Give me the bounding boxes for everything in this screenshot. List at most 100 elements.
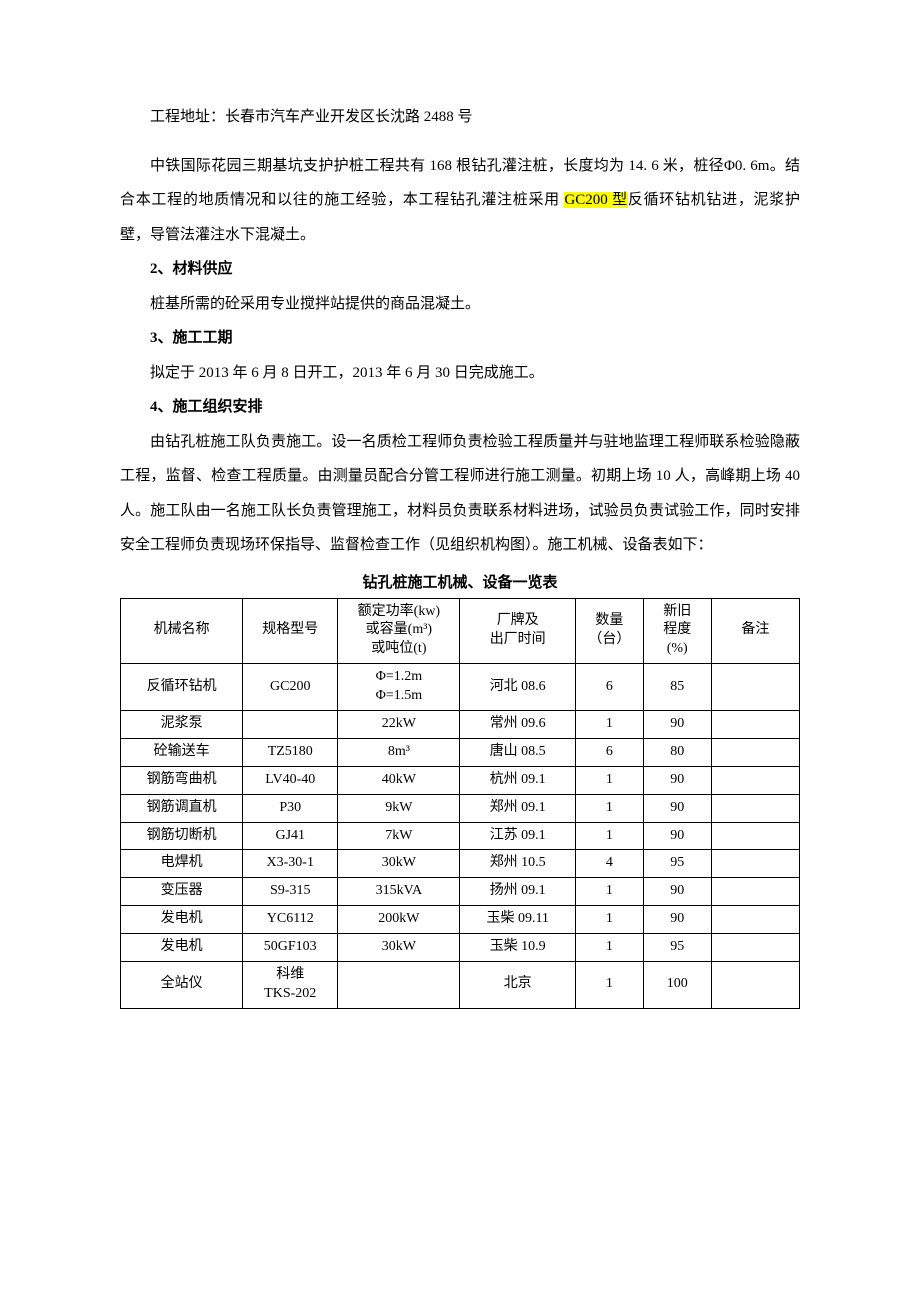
table-cell: GJ41 <box>243 822 338 850</box>
table-row: 泥浆泵 22kW常州 09.6190 <box>121 710 800 738</box>
spacer <box>120 135 800 149</box>
table-row: 发电机50GF10330kW玉柴 10.9195 <box>121 934 800 962</box>
th-name: 机械名称 <box>121 598 243 664</box>
table-cell: 江苏 09.1 <box>460 822 575 850</box>
th-power: 额定功率(kw)或容量(m³)或吨位(t) <box>338 598 460 664</box>
section-3-body: 拟定于 2013 年 6 月 8 日开工，2013 年 6 月 30 日完成施工… <box>120 356 800 391</box>
table-cell: 90 <box>643 906 711 934</box>
table-cell <box>711 906 799 934</box>
table-cell <box>711 822 799 850</box>
table-cell: 北京 <box>460 961 575 1008</box>
table-cell: 95 <box>643 934 711 962</box>
table-cell: 200kW <box>338 906 460 934</box>
table-cell: 95 <box>643 850 711 878</box>
table-cell: 河北 08.6 <box>460 664 575 711</box>
table-cell: 杭州 09.1 <box>460 766 575 794</box>
intro-highlight: GC200 型 <box>564 192 628 208</box>
table-cell: 90 <box>643 822 711 850</box>
table-cell: 钢筋切断机 <box>121 822 243 850</box>
section-3-heading: 3、施工工期 <box>120 321 800 356</box>
table-cell: 50GF103 <box>243 934 338 962</box>
table-cell: 9kW <box>338 794 460 822</box>
table-cell: LV40-40 <box>243 766 338 794</box>
table-cell <box>338 961 460 1008</box>
th-qty: 数量（台） <box>575 598 643 664</box>
table-cell: 80 <box>643 738 711 766</box>
table-cell: 变压器 <box>121 878 243 906</box>
table-cell <box>711 934 799 962</box>
table-cell: 90 <box>643 710 711 738</box>
table-cell: 40kW <box>338 766 460 794</box>
table-cell: 郑州 10.5 <box>460 850 575 878</box>
table-cell: TZ5180 <box>243 738 338 766</box>
table-cell: 唐山 08.5 <box>460 738 575 766</box>
table-cell: 22kW <box>338 710 460 738</box>
table-cell <box>711 794 799 822</box>
table-cell: 发电机 <box>121 906 243 934</box>
table-cell: 1 <box>575 878 643 906</box>
table-cell <box>711 878 799 906</box>
table-row: 变压器S9-315315kVA扬州 09.1190 <box>121 878 800 906</box>
table-row: 钢筋切断机GJ417kW江苏 09.1190 <box>121 822 800 850</box>
table-cell <box>711 766 799 794</box>
table-cell: 全站仪 <box>121 961 243 1008</box>
address-line: 工程地址：长春市汽车产业开发区长沈路 2488 号 <box>120 100 800 135</box>
table-cell: 反循环钻机 <box>121 664 243 711</box>
table-cell: 泥浆泵 <box>121 710 243 738</box>
table-cell: 6 <box>575 738 643 766</box>
table-cell: GC200 <box>243 664 338 711</box>
th-cond: 新旧程度(%) <box>643 598 711 664</box>
table-body: 反循环钻机GC200Φ=1.2mΦ=1.5m河北 08.6685泥浆泵22kW常… <box>121 664 800 1009</box>
table-cell: 扬州 09.1 <box>460 878 575 906</box>
table-cell <box>243 710 338 738</box>
table-cell: 8m³ <box>338 738 460 766</box>
table-cell: 钢筋弯曲机 <box>121 766 243 794</box>
table-cell: X3-30-1 <box>243 850 338 878</box>
table-cell: 电焊机 <box>121 850 243 878</box>
table-cell: Φ=1.2mΦ=1.5m <box>338 664 460 711</box>
section-2-heading: 2、材料供应 <box>120 252 800 287</box>
table-cell: 1 <box>575 961 643 1008</box>
table-cell: 科维TKS-202 <box>243 961 338 1008</box>
table-cell: 1 <box>575 906 643 934</box>
table-cell: P30 <box>243 794 338 822</box>
table-cell <box>711 664 799 711</box>
table-cell: 315kVA <box>338 878 460 906</box>
table-cell: 90 <box>643 794 711 822</box>
table-cell: 玉柴 09.11 <box>460 906 575 934</box>
intro-paragraph: 中铁国际花园三期基坑支护护桩工程共有 168 根钻孔灌注桩，长度均为 14. 6… <box>120 149 800 253</box>
table-head: 机械名称 规格型号 额定功率(kw)或容量(m³)或吨位(t) 厂牌及出厂时间 … <box>121 598 800 664</box>
table-cell: 发电机 <box>121 934 243 962</box>
table-cell: 30kW <box>338 850 460 878</box>
table-cell: YC6112 <box>243 906 338 934</box>
table-title: 钻孔桩施工机械、设备一览表 <box>120 571 800 592</box>
th-model: 规格型号 <box>243 598 338 664</box>
table-cell: 常州 09.6 <box>460 710 575 738</box>
section-2-body: 桩基所需的砼采用专业搅拌站提供的商品混凝土。 <box>120 287 800 322</box>
table-cell: 1 <box>575 710 643 738</box>
table-cell: 1 <box>575 934 643 962</box>
table-cell: 7kW <box>338 822 460 850</box>
table-row: 全站仪科维TKS-202 北京1100 <box>121 961 800 1008</box>
table-cell: 玉柴 10.9 <box>460 934 575 962</box>
table-cell: 4 <box>575 850 643 878</box>
table-cell: 钢筋调直机 <box>121 794 243 822</box>
table-cell <box>711 961 799 1008</box>
section-4-heading: 4、施工组织安排 <box>120 390 800 425</box>
table-cell: 1 <box>575 766 643 794</box>
page: 工程地址：长春市汽车产业开发区长沈路 2488 号 中铁国际花园三期基坑支护护桩… <box>0 0 920 1302</box>
table-cell: S9-315 <box>243 878 338 906</box>
table-cell: 1 <box>575 822 643 850</box>
table-cell: 100 <box>643 961 711 1008</box>
table-row: 钢筋弯曲机LV40-4040kW杭州 09.1190 <box>121 766 800 794</box>
table-header-row: 机械名称 规格型号 额定功率(kw)或容量(m³)或吨位(t) 厂牌及出厂时间 … <box>121 598 800 664</box>
table-cell: 6 <box>575 664 643 711</box>
table-row: 发电机YC6112200kW玉柴 09.11190 <box>121 906 800 934</box>
table-cell: 90 <box>643 766 711 794</box>
table-row: 电焊机X3-30-130kW郑州 10.5495 <box>121 850 800 878</box>
table-cell: 1 <box>575 794 643 822</box>
section-4-body: 由钻孔桩施工队负责施工。设一名质检工程师负责检验工程质量并与驻地监理工程师联系检… <box>120 425 800 563</box>
table-cell <box>711 738 799 766</box>
th-remark: 备注 <box>711 598 799 664</box>
table-cell: 郑州 09.1 <box>460 794 575 822</box>
